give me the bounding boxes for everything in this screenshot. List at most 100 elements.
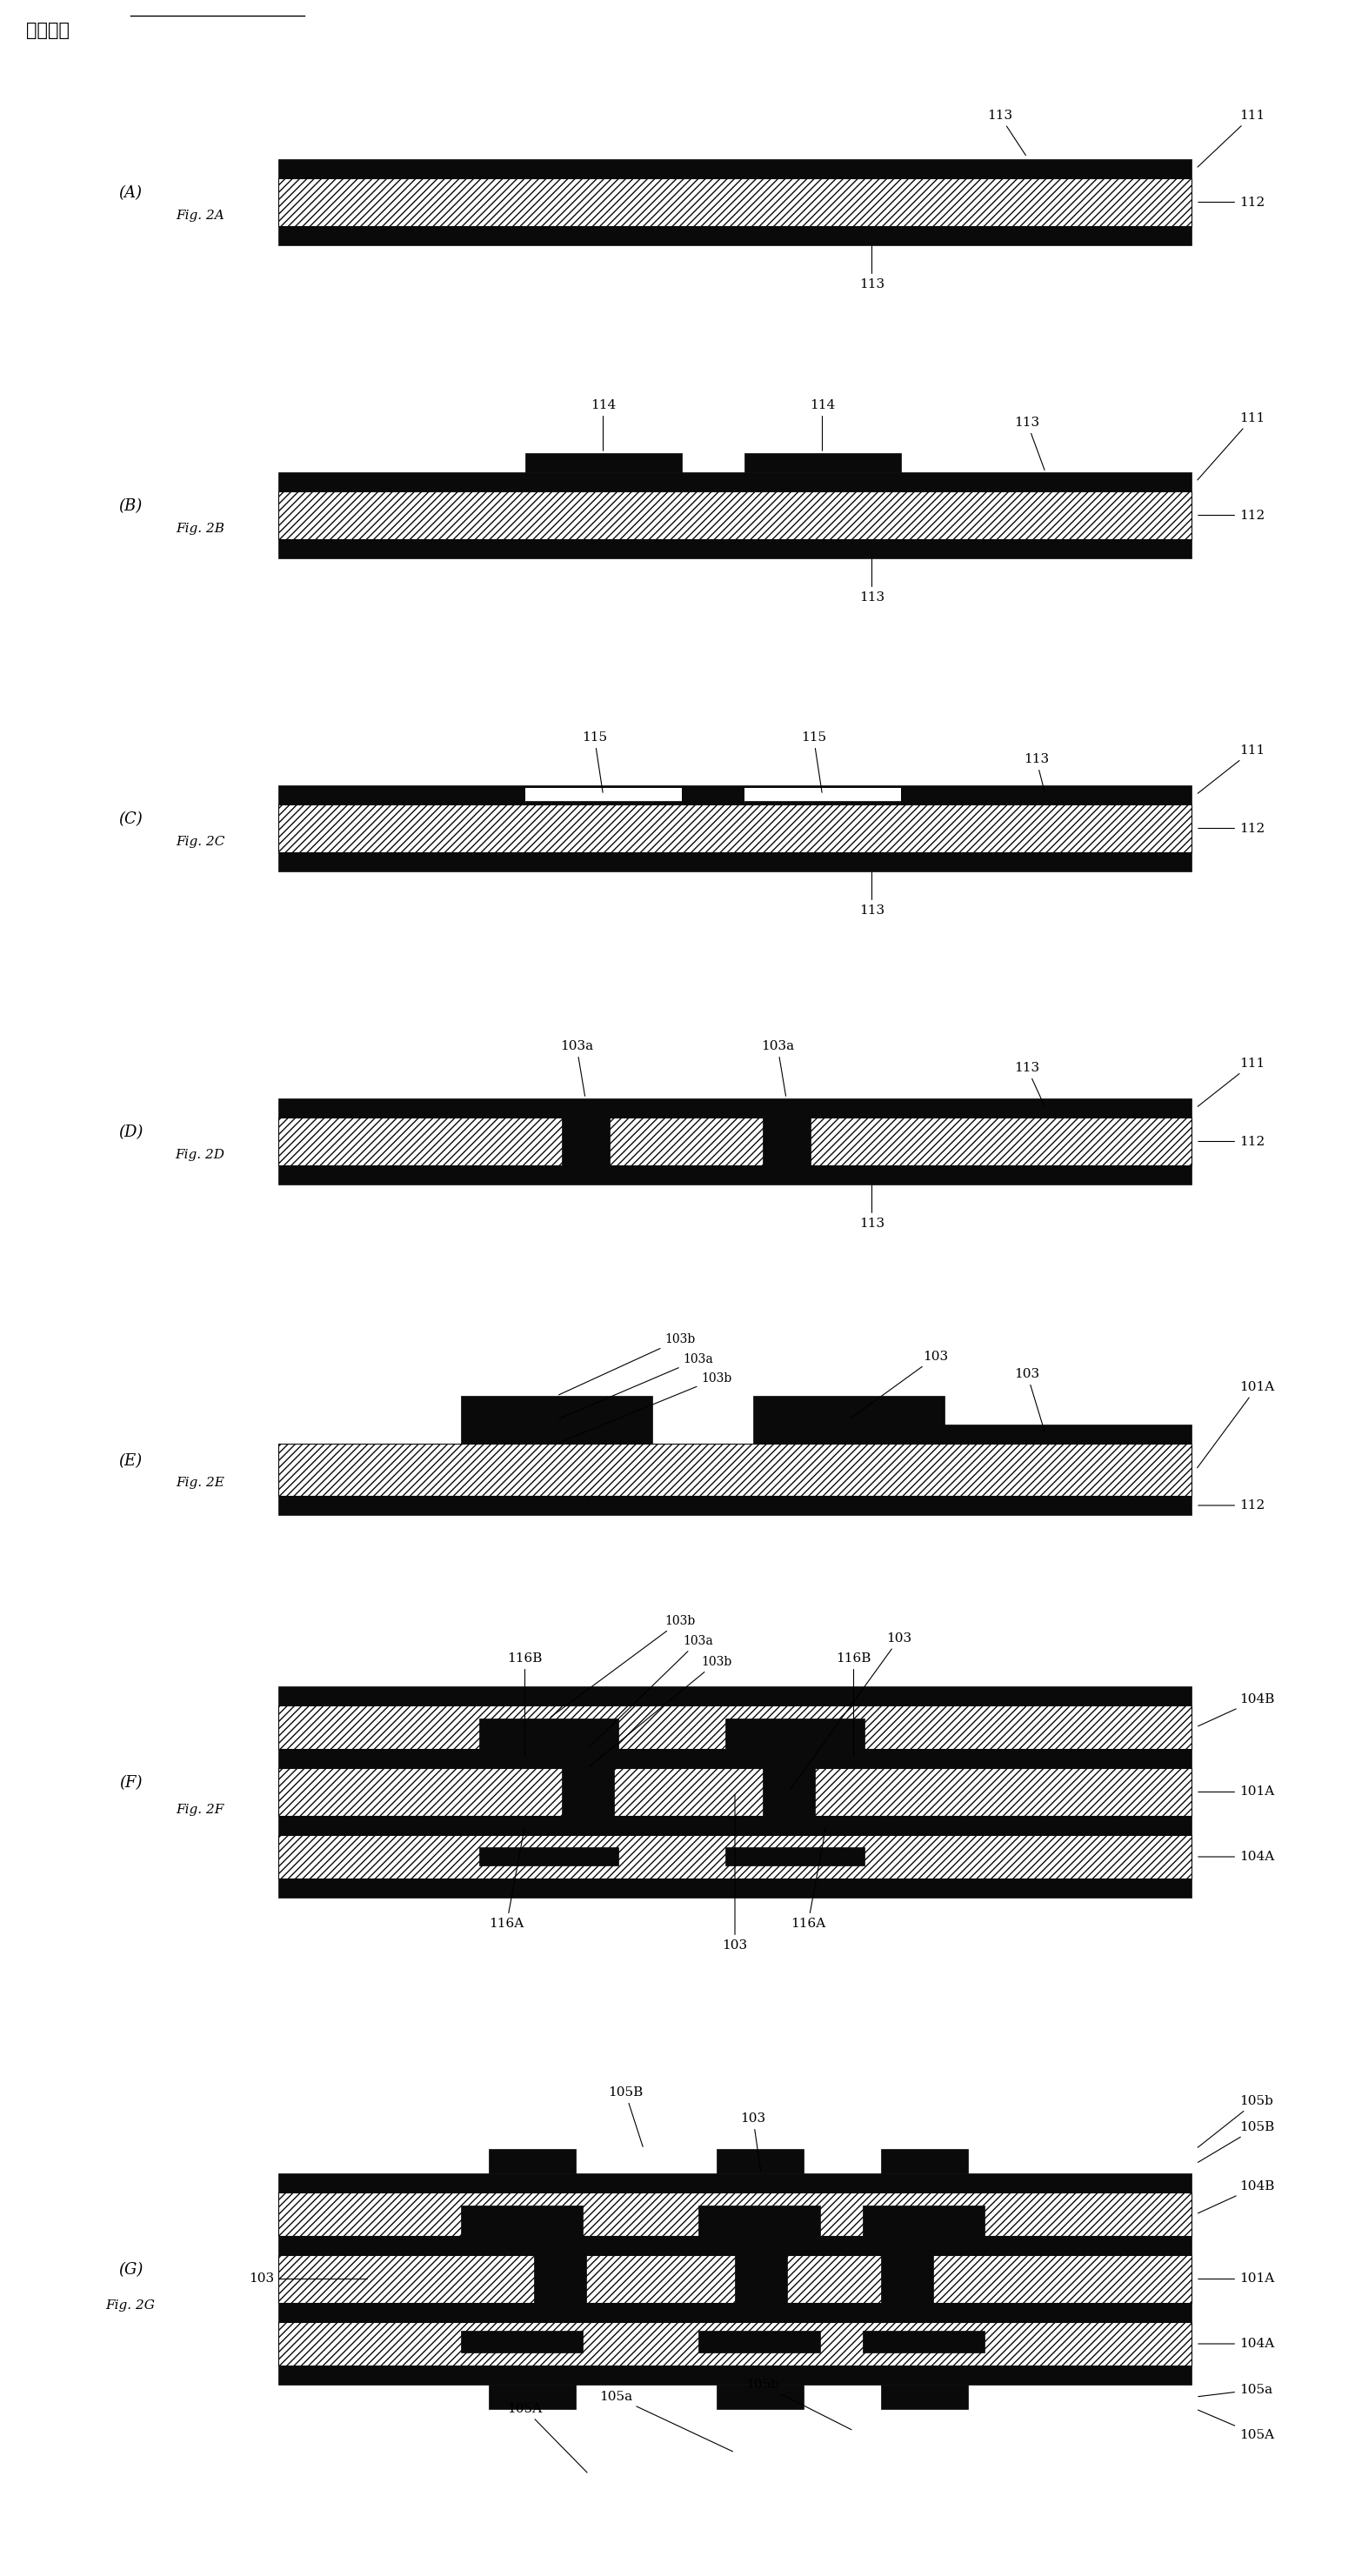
Text: (G): (G) [118, 2262, 142, 2277]
Text: 105A: 105A [507, 2403, 587, 2473]
Text: 103a: 103a [589, 1636, 714, 1747]
Bar [278, 2174, 1191, 2192]
Bar [863, 2331, 985, 2352]
Bar [561, 1118, 610, 1164]
Bar [744, 801, 901, 804]
Bar [744, 453, 901, 471]
Text: 103b: 103b [589, 1656, 732, 1767]
Text: 104B: 104B [1198, 1692, 1275, 1726]
Bar [480, 1847, 618, 1865]
Bar [753, 1396, 944, 1443]
Text: Fig. 2G: Fig. 2G [106, 2298, 156, 2311]
Text: 113: 113 [1023, 752, 1049, 793]
Bar [278, 471, 1191, 492]
Text: Fig. 2D: Fig. 2D [175, 1149, 225, 1162]
Text: (B): (B) [119, 500, 142, 515]
Text: 103a: 103a [558, 1352, 714, 1419]
Bar [763, 1118, 810, 1164]
Text: (A): (A) [119, 185, 142, 201]
Bar [278, 1497, 1191, 1515]
Text: 104A: 104A [1198, 1850, 1274, 1862]
Text: 105a: 105a [600, 2391, 733, 2452]
Text: 114: 114 [809, 399, 835, 451]
Bar [278, 1816, 1191, 1834]
Text: 116B: 116B [836, 1651, 871, 1757]
Text: 112: 112 [1198, 1499, 1264, 1512]
Bar [278, 2236, 1191, 2254]
Bar [717, 2385, 804, 2409]
Bar [863, 2205, 985, 2236]
Text: (E): (E) [119, 1453, 142, 1468]
Text: 113: 113 [1015, 1061, 1045, 1105]
Bar [278, 160, 1191, 178]
Bar [524, 788, 682, 804]
Text: 103b: 103b [558, 1373, 732, 1443]
Bar [278, 2321, 1191, 2365]
Text: 105b: 105b [745, 2378, 851, 2429]
Bar [936, 1425, 1191, 1443]
Bar [461, 1396, 652, 1443]
Bar [278, 2365, 1191, 2385]
Text: 101A: 101A [1198, 2272, 1274, 2285]
Text: 105b: 105b [1198, 2094, 1274, 2148]
Text: Fig. 2A: Fig. 2A [176, 209, 225, 222]
Bar [524, 453, 682, 471]
Text: (D): (D) [118, 1126, 142, 1141]
Bar [524, 801, 682, 804]
Text: 115: 115 [801, 732, 827, 793]
Bar [881, 2385, 967, 2409]
Text: 112: 112 [1198, 1136, 1264, 1146]
Text: 113: 113 [1015, 417, 1045, 469]
Bar [278, 1097, 1191, 1118]
Bar [278, 1118, 1191, 1164]
Text: 101A: 101A [1198, 1381, 1274, 1468]
Text: 103: 103 [1015, 1368, 1045, 1432]
Text: 114: 114 [591, 399, 617, 451]
Text: 103b: 103b [558, 1334, 695, 1394]
Bar [881, 2148, 967, 2174]
Bar [278, 538, 1191, 559]
Text: 116B: 116B [507, 1651, 542, 1757]
Text: 111: 111 [1198, 1059, 1264, 1108]
Text: Fig. 2C: Fig. 2C [176, 835, 225, 848]
Text: 112: 112 [1198, 196, 1264, 209]
Text: 113: 113 [859, 873, 885, 917]
Text: 103: 103 [790, 1633, 912, 1790]
Text: 104B: 104B [1198, 2179, 1275, 2213]
Bar [278, 2303, 1191, 2321]
Text: 103: 103 [722, 1795, 748, 1953]
Bar [278, 1164, 1191, 1185]
Text: 113: 113 [859, 559, 885, 603]
Bar [488, 2385, 576, 2409]
Text: 111: 111 [1198, 744, 1264, 793]
Bar [278, 1443, 1191, 1497]
Bar [488, 2148, 576, 2174]
Bar [763, 1767, 814, 1816]
Bar [461, 2205, 583, 2236]
Bar [278, 1878, 1191, 1899]
Bar [278, 786, 1191, 804]
Text: 113: 113 [859, 1185, 885, 1229]
Bar [278, 1705, 1191, 1749]
Bar [881, 2254, 934, 2303]
Bar [726, 1847, 864, 1865]
Text: 103a: 103a [762, 1041, 794, 1095]
Text: Fig. 2F: Fig. 2F [176, 1803, 224, 1816]
Text: Fig. 2B: Fig. 2B [176, 523, 225, 533]
Bar [278, 227, 1191, 245]
Text: 104A: 104A [1198, 2336, 1274, 2349]
Bar [278, 2254, 1191, 2303]
Bar [278, 853, 1191, 871]
Bar [717, 2148, 804, 2174]
Bar [698, 2205, 820, 2236]
Bar [734, 2254, 787, 2303]
Text: 105A: 105A [1198, 2411, 1274, 2442]
Text: 105a: 105a [1198, 2383, 1272, 2396]
Bar [278, 178, 1191, 227]
Text: 113: 113 [986, 111, 1026, 155]
Text: 116A: 116A [489, 1829, 524, 1929]
Bar [698, 2331, 820, 2352]
Bar [534, 2254, 587, 2303]
Text: Fig. 2E: Fig. 2E [176, 1476, 225, 1489]
Bar [726, 1718, 864, 1749]
